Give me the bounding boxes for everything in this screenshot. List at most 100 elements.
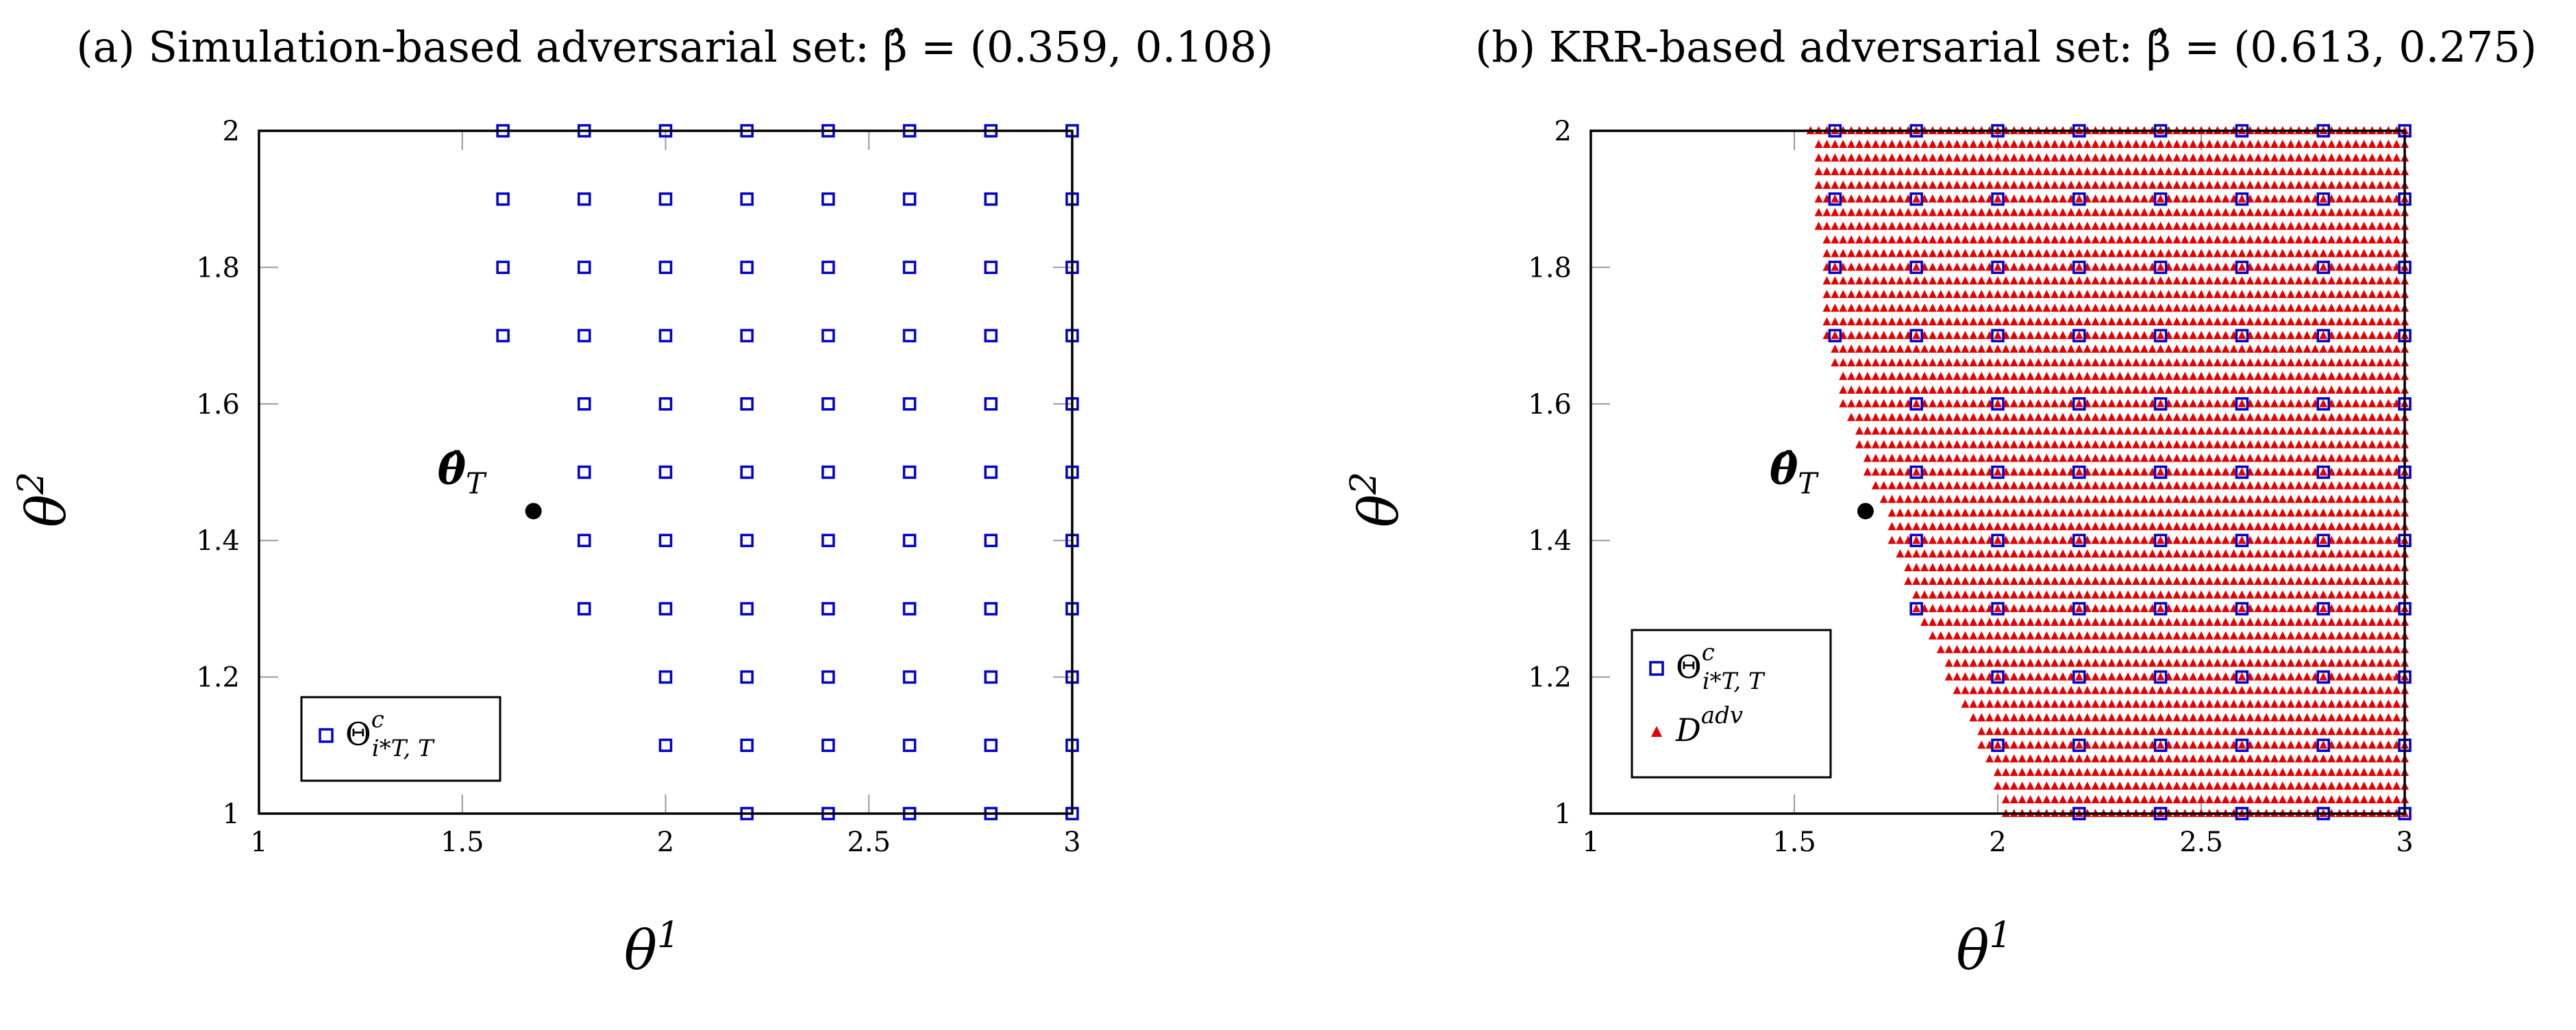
adv-triangle-point xyxy=(2246,276,2255,285)
adv-triangle-point xyxy=(1912,412,1921,421)
adv-triangle-point xyxy=(2083,385,2092,394)
adv-triangle-point xyxy=(2311,344,2320,353)
adv-triangle-point xyxy=(2164,153,2173,162)
adv-triangle-point xyxy=(2205,412,2214,421)
adv-triangle-point xyxy=(2059,781,2068,790)
adv-triangle-point xyxy=(2148,139,2157,148)
adv-triangle-point xyxy=(1887,371,1896,380)
adv-triangle-point xyxy=(2131,536,2140,544)
adv-triangle-point xyxy=(1936,166,1945,175)
adv-triangle-point xyxy=(2197,412,2205,421)
adv-triangle-point xyxy=(2018,658,2027,667)
adv-triangle-point xyxy=(1977,644,1986,653)
adv-triangle-point xyxy=(2034,208,2043,216)
adv-triangle-point xyxy=(2303,549,2312,558)
adv-triangle-point xyxy=(2042,727,2051,736)
adv-triangle-point xyxy=(1871,262,1880,271)
adv-triangle-point xyxy=(1855,276,1864,285)
adv-triangle-point xyxy=(2278,603,2287,612)
adv-triangle-point xyxy=(2059,795,2068,804)
adv-triangle-point xyxy=(1961,631,1970,640)
adv-triangle-point xyxy=(2189,262,2198,271)
adv-triangle-point xyxy=(2270,412,2279,421)
adv-triangle-point xyxy=(2343,276,2352,285)
adv-triangle-point xyxy=(2189,235,2198,244)
adv-triangle-point xyxy=(2083,453,2092,462)
adv-triangle-point xyxy=(2156,344,2165,353)
theta-square-point xyxy=(1991,329,2005,342)
theta-square-point xyxy=(1991,260,2005,275)
adv-triangle-point xyxy=(2286,235,2295,244)
adv-triangle-point xyxy=(2262,699,2271,708)
adv-triangle-point xyxy=(1994,357,2002,366)
adv-triangle-point xyxy=(1953,508,1961,517)
adv-triangle-point xyxy=(2034,221,2043,230)
adv-triangle-point xyxy=(2075,180,2083,189)
adv-triangle-point xyxy=(1994,166,2002,175)
adv-triangle-point xyxy=(2303,686,2312,694)
adv-triangle-point xyxy=(2197,262,2205,271)
adv-triangle-point xyxy=(1920,221,1929,230)
adv-triangle-point xyxy=(2205,440,2214,449)
adv-triangle-point xyxy=(2319,317,2328,326)
adv-triangle-point xyxy=(2303,494,2312,503)
adv-triangle-point xyxy=(2075,276,2083,285)
adv-triangle-point xyxy=(2213,617,2222,626)
adv-triangle-point xyxy=(2270,795,2279,804)
adv-triangle-point xyxy=(2172,426,2181,435)
adv-triangle-point xyxy=(2107,494,2116,503)
adv-triangle-point xyxy=(2254,262,2263,271)
adv-triangle-point xyxy=(2042,426,2051,435)
adv-triangle-point xyxy=(2278,781,2287,790)
adv-triangle-point xyxy=(2018,453,2027,462)
adv-triangle-point xyxy=(2343,672,2352,681)
adv-triangle-point xyxy=(2294,781,2303,790)
adv-triangle-point xyxy=(1977,317,1986,326)
adv-triangle-point xyxy=(2189,249,2198,258)
adv-triangle-point xyxy=(1928,453,1937,462)
adv-triangle-point xyxy=(2327,208,2336,216)
adv-triangle-point xyxy=(2140,276,2148,285)
adv-triangle-point xyxy=(2221,440,2230,449)
adv-triangle-point xyxy=(2181,399,2190,407)
adv-triangle-point xyxy=(2351,713,2360,722)
adv-triangle-point xyxy=(1920,426,1929,435)
adv-triangle-point xyxy=(2051,672,2059,681)
adv-triangle-point xyxy=(2009,467,2018,476)
adv-triangle-point xyxy=(2009,166,2018,175)
adv-triangle-point xyxy=(1994,331,2002,340)
adv-triangle-point xyxy=(2392,440,2401,449)
adv-triangle-point xyxy=(2213,631,2222,640)
adv-triangle-point xyxy=(2221,713,2230,722)
adv-triangle-point xyxy=(2197,221,2205,230)
adv-triangle-point xyxy=(2009,153,2018,162)
adv-triangle-point xyxy=(2051,536,2059,544)
adv-triangle-point xyxy=(2351,180,2360,189)
adv-triangle-point xyxy=(2075,221,2083,230)
adv-triangle-point xyxy=(2051,208,2059,216)
adv-triangle-point xyxy=(2229,371,2238,380)
adv-triangle-point xyxy=(2254,699,2263,708)
adv-triangle-point xyxy=(2205,221,2214,230)
adv-triangle-point xyxy=(2238,713,2246,722)
adv-triangle-point xyxy=(2246,658,2255,667)
adv-triangle-point xyxy=(2319,617,2328,626)
adv-triangle-point xyxy=(1994,453,2002,462)
adv-triangle-point xyxy=(1985,344,1994,353)
adv-triangle-point xyxy=(2051,331,2059,340)
adv-triangle-point xyxy=(1936,590,1945,599)
adv-triangle-point xyxy=(2083,208,2092,216)
adv-triangle-point xyxy=(2319,508,2328,517)
adv-triangle-point xyxy=(2392,426,2401,435)
adv-triangle-point xyxy=(1920,549,1929,558)
adv-triangle-point xyxy=(2335,549,2344,558)
adv-triangle-point xyxy=(2172,467,2181,476)
adv-triangle-point xyxy=(2254,153,2263,162)
adv-triangle-point xyxy=(2164,290,2173,299)
adv-triangle-point xyxy=(2327,139,2336,148)
adv-triangle-point xyxy=(2327,426,2336,435)
adv-triangle-point xyxy=(1863,412,1872,421)
adv-triangle-point xyxy=(2140,795,2148,804)
adv-triangle-point xyxy=(2189,440,2198,449)
adv-triangle-point xyxy=(2311,235,2320,244)
